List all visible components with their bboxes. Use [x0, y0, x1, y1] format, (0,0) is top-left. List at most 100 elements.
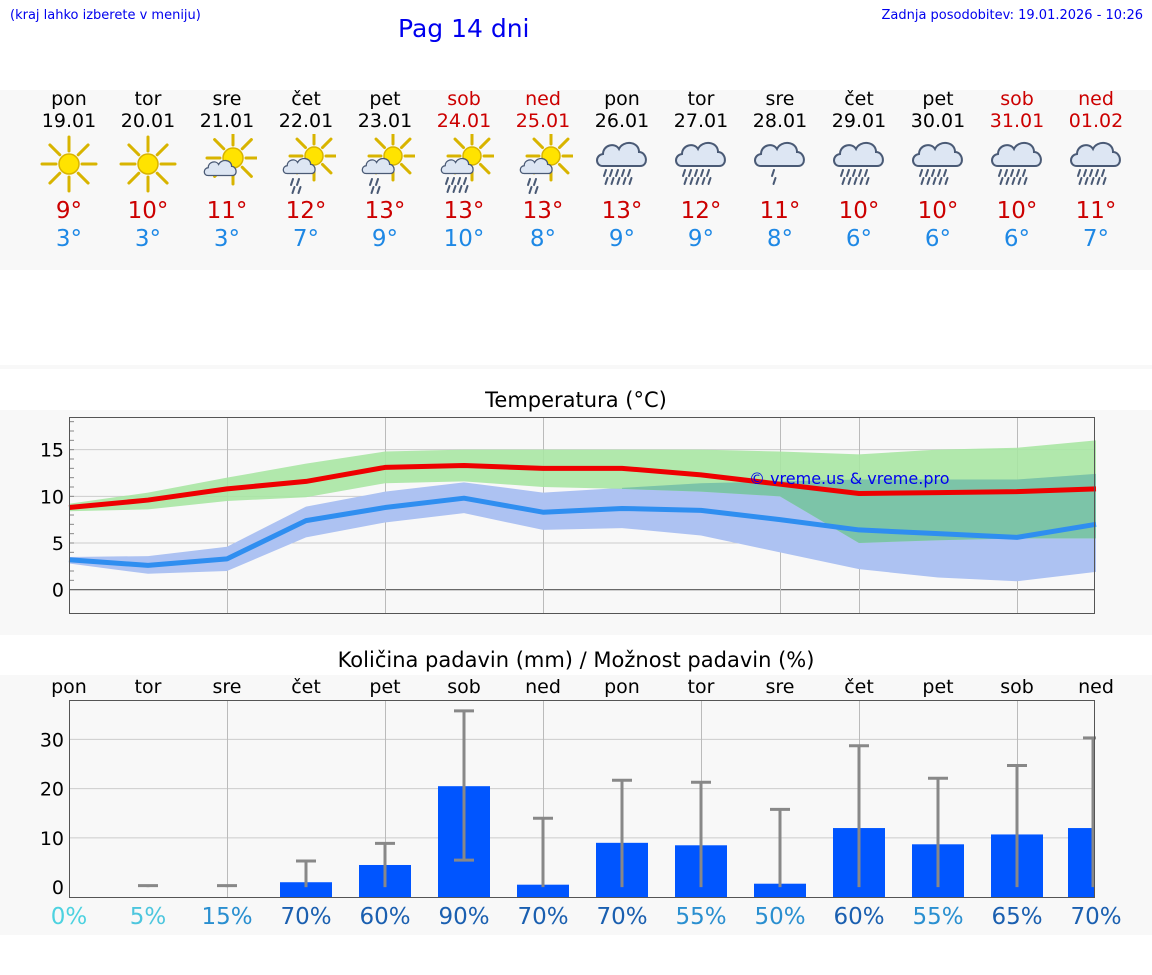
- precip-probability: 70%: [280, 904, 332, 930]
- min-temperature: 7°: [1082, 226, 1110, 252]
- min-temperature: 9°: [608, 226, 636, 252]
- day-column: sob 31.01 10° 6°: [977, 88, 1057, 253]
- sunny-icon: [118, 134, 178, 194]
- day-name: pet: [922, 88, 954, 110]
- day-date: 20.01: [120, 110, 176, 132]
- day-column: sre 21.01 11° 3°: [187, 88, 267, 253]
- precip-probability: 50%: [754, 904, 806, 930]
- day-name: ned: [1078, 88, 1114, 110]
- heavy-rain-icon: [1066, 134, 1126, 194]
- day-column: sob 24.01 13° 10°: [424, 88, 504, 253]
- sunny-icon: [39, 134, 99, 194]
- day-name: sob: [447, 88, 481, 110]
- day-column: sre 28.01 11° 8°: [740, 88, 820, 253]
- max-temperature: 10°: [838, 198, 880, 224]
- day-date: 30.01: [910, 110, 966, 132]
- day-date: 01.02: [1068, 110, 1124, 132]
- day-column: tor 27.01 12° 9°: [661, 88, 741, 253]
- weekday-label: pet: [922, 676, 954, 698]
- weekday-label: sob: [1000, 676, 1034, 698]
- day-column: ned 25.01 13° 8°: [503, 88, 583, 253]
- day-name: tor: [134, 88, 162, 110]
- day-date: 25.01: [515, 110, 571, 132]
- max-temperature: 10°: [917, 198, 959, 224]
- weekday-label: sob: [447, 676, 481, 698]
- max-temperature: 11°: [1075, 198, 1117, 224]
- precip-probability: 90%: [438, 904, 490, 930]
- day-column: ned 01.02 11° 7°: [1056, 88, 1136, 253]
- precip-probability: 70%: [1070, 904, 1122, 930]
- precip-probability: 5%: [129, 904, 167, 930]
- max-temperature: 11°: [759, 198, 801, 224]
- max-temperature: 13°: [522, 198, 564, 224]
- max-temperature: 10°: [996, 198, 1038, 224]
- min-temperature: 7°: [292, 226, 320, 252]
- min-temperature: 6°: [924, 226, 952, 252]
- min-temperature: 6°: [1003, 226, 1031, 252]
- day-date: 31.01: [989, 110, 1045, 132]
- sun-cloud-rain-icon: [513, 130, 577, 194]
- sun-cloud-rain-icon: [355, 130, 419, 194]
- min-temperature: 3°: [134, 226, 162, 252]
- day-column: pet 23.01 13° 9°: [345, 88, 425, 253]
- rain-icon: [750, 134, 810, 194]
- weekday-label: tor: [134, 676, 162, 698]
- temperature-panel: [0, 410, 1152, 635]
- weekday-label: sre: [765, 676, 795, 698]
- min-temperature: 6°: [845, 226, 873, 252]
- weekday-label: ned: [1078, 676, 1114, 698]
- max-temperature: 12°: [285, 198, 327, 224]
- day-name: sob: [1000, 88, 1034, 110]
- day-name: pet: [369, 88, 401, 110]
- day-name: čet: [291, 88, 321, 110]
- day-date: 28.01: [752, 110, 808, 132]
- precip-probability: 55%: [675, 904, 727, 930]
- min-temperature: 8°: [529, 226, 557, 252]
- last-updated: Zadnja posodobitev: 19.01.2026 - 10:26: [881, 8, 1143, 23]
- precip-probability: 0%: [50, 904, 88, 930]
- day-column: čet 29.01 10° 6°: [819, 88, 899, 253]
- heavy-rain-icon: [987, 134, 1047, 194]
- page-title: Pag 14 dni: [398, 14, 530, 43]
- sun-cloud-rain-icon: [276, 130, 340, 194]
- day-column: pet 30.01 10° 6°: [898, 88, 978, 253]
- max-temperature: 9°: [55, 198, 83, 224]
- precip-probability: 55%: [912, 904, 964, 930]
- precip-probability: 15%: [201, 904, 253, 930]
- heavy-rain-icon: [829, 134, 889, 194]
- day-column: čet 22.01 12° 7°: [266, 88, 346, 253]
- sun-cloud-heavy-rain-icon: [434, 130, 498, 194]
- min-temperature: 9°: [371, 226, 399, 252]
- day-date: 29.01: [831, 110, 887, 132]
- day-date: 22.01: [278, 110, 334, 132]
- max-temperature: 13°: [364, 198, 406, 224]
- precipitation-panel: [0, 675, 1152, 935]
- forecast-band: [0, 90, 1152, 270]
- precipitation-chart-title: Količina padavin (mm) / Možnost padavin …: [337, 648, 815, 672]
- weekday-label: čet: [844, 676, 874, 698]
- weekday-label: tor: [687, 676, 715, 698]
- weekday-label: pet: [369, 676, 401, 698]
- min-temperature: 8°: [766, 226, 794, 252]
- min-temperature: 3°: [55, 226, 83, 252]
- day-column: tor 20.01 10° 3°: [108, 88, 188, 253]
- day-name: pon: [604, 88, 640, 110]
- day-date: 26.01: [594, 110, 650, 132]
- day-name: sre: [212, 88, 242, 110]
- precip-probability: 70%: [517, 904, 569, 930]
- precip-probability: 65%: [991, 904, 1043, 930]
- day-column: pon 19.01 9° 3°: [29, 88, 109, 253]
- max-temperature: 13°: [443, 198, 485, 224]
- min-temperature: 3°: [213, 226, 241, 252]
- precip-probability: 70%: [596, 904, 648, 930]
- weekday-label: pon: [604, 676, 640, 698]
- day-name: ned: [525, 88, 561, 110]
- day-date: 23.01: [357, 110, 413, 132]
- day-name: tor: [687, 88, 715, 110]
- max-temperature: 12°: [680, 198, 722, 224]
- heavy-rain-icon: [671, 134, 731, 194]
- location-menu-hint[interactable]: (kraj lahko izberete v meniju): [10, 8, 201, 23]
- min-temperature: 10°: [443, 226, 485, 252]
- precip-probability: 60%: [359, 904, 411, 930]
- heavy-rain-icon: [908, 134, 968, 194]
